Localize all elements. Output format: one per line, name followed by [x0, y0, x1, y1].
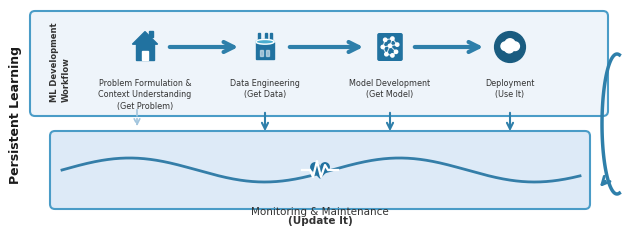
Circle shape — [390, 37, 394, 40]
Circle shape — [390, 54, 394, 57]
Text: (Update It): (Update It) — [287, 216, 353, 226]
Polygon shape — [266, 50, 269, 56]
Text: Model Development
(Get Model): Model Development (Get Model) — [349, 79, 431, 99]
Text: Persistent Learning: Persistent Learning — [10, 46, 22, 184]
Text: Deployment
(Use It): Deployment (Use It) — [485, 79, 534, 99]
Polygon shape — [132, 32, 157, 44]
Polygon shape — [149, 31, 152, 37]
Polygon shape — [142, 51, 148, 60]
Polygon shape — [258, 33, 260, 42]
Circle shape — [501, 42, 509, 51]
Circle shape — [311, 163, 319, 171]
Polygon shape — [136, 44, 154, 60]
Text: Monitoring & Maintenance: Monitoring & Maintenance — [251, 207, 389, 217]
Circle shape — [396, 43, 399, 46]
Circle shape — [511, 42, 520, 51]
Circle shape — [383, 38, 387, 41]
Polygon shape — [269, 33, 272, 42]
Circle shape — [505, 39, 515, 49]
Circle shape — [495, 32, 525, 62]
Polygon shape — [256, 42, 274, 59]
Circle shape — [385, 52, 388, 56]
Circle shape — [394, 50, 397, 54]
FancyBboxPatch shape — [30, 11, 608, 116]
Circle shape — [381, 45, 385, 49]
Polygon shape — [312, 169, 328, 178]
FancyBboxPatch shape — [377, 33, 403, 61]
Circle shape — [504, 44, 514, 53]
Circle shape — [321, 163, 329, 171]
Text: Data Engineering
(Get Data): Data Engineering (Get Data) — [230, 79, 300, 99]
Polygon shape — [260, 50, 263, 56]
Ellipse shape — [256, 39, 274, 44]
Text: Problem Formulation &
Context Understanding
(Get Problem): Problem Formulation & Context Understand… — [99, 79, 191, 111]
Text: ML Development
Workflow: ML Development Workflow — [50, 22, 71, 102]
Circle shape — [388, 44, 392, 47]
Polygon shape — [265, 33, 268, 42]
FancyBboxPatch shape — [50, 131, 590, 209]
